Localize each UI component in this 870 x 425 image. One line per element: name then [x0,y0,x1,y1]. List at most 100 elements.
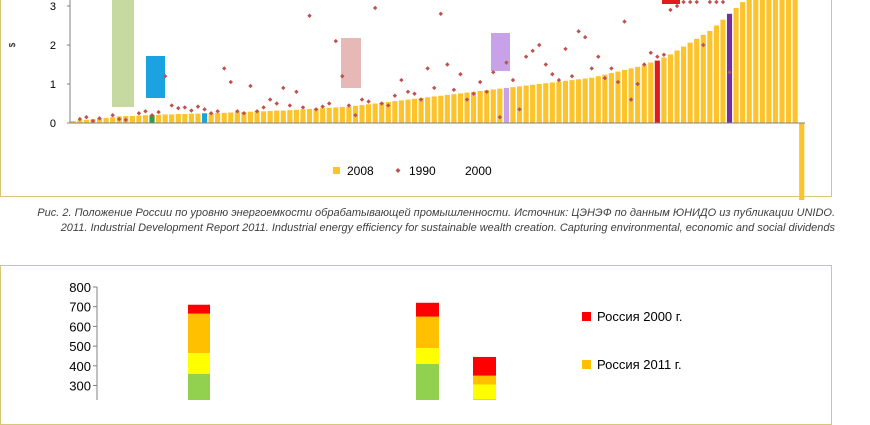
y-tick-label: 700 [69,300,91,315]
bar-2008 [779,0,785,123]
point-1990 [655,54,660,59]
bar-2008 [556,81,562,123]
point-1990 [609,66,614,71]
bar-2008 [201,113,208,123]
bar-2008 [772,0,779,123]
bar-2008 [530,84,536,123]
bar-2008 [740,2,746,124]
point-1990 [241,111,247,116]
stack-segment [473,375,496,385]
point-1990 [432,85,437,91]
bar-2008 [746,0,752,123]
point-1990 [149,113,155,118]
point-1990 [182,105,188,110]
bar-2008 [241,112,247,123]
point-1990 [628,97,634,102]
point-1990 [694,0,699,5]
bar-2008 [136,115,142,123]
stack-segment [188,304,210,314]
bar-2008 [661,57,667,124]
callout-box [341,38,361,88]
bar-2008 [418,98,424,123]
bar-2008 [287,110,293,123]
bar-2008 [667,54,674,123]
y-tick-label: 1 [50,79,56,91]
point-1990 [169,103,174,108]
point-1990 [353,113,358,118]
bar-2008 [293,109,299,123]
point-1990 [596,54,601,59]
bar-2008 [615,71,621,123]
legend-swatch [582,312,591,321]
bar-2008 [444,94,450,123]
bar-2008 [379,102,385,123]
point-1990 [136,111,142,116]
point-1990 [235,109,240,114]
bar-2008 [83,119,89,123]
point-1990 [399,77,404,83]
bar-2008 [156,114,162,123]
stack-segment [188,353,210,374]
point-1990 [569,74,575,79]
bar-2008 [562,80,569,123]
bar-2008 [694,38,700,124]
bar-2008 [306,108,313,123]
bar-2008 [103,117,109,123]
bar-2008 [261,111,267,123]
y-tick-label: 2 [50,40,56,52]
legend-label: Россия 2000 г. [597,309,683,324]
point-1990 [668,7,673,13]
bar-2008 [681,46,687,124]
point-1990 [589,66,594,71]
stack-segment [416,302,439,317]
bar-2008 [175,114,181,123]
bar-2008 [503,87,509,123]
point-1990 [458,72,463,77]
bar-2008 [759,0,765,123]
point-1990 [189,108,194,113]
bar-2008 [431,96,437,123]
bar-2008 [654,60,660,123]
bar-2008 [280,110,286,123]
point-1990 [635,81,640,87]
bar-2008 [641,65,647,123]
point-1990 [392,93,398,98]
stack-segment [473,356,496,376]
bar-2008 [339,107,345,123]
callout-box [112,0,134,107]
bar-2008 [713,25,719,123]
bar-2008 [110,117,116,123]
stack-segment [416,348,439,364]
point-1990 [622,19,627,24]
legend-swatch-1990 [395,168,401,173]
russia-stacked-chart: 800 700 600 500 400 300 Россия 2000 г. Россия 2… [69,280,683,400]
bar-2008 [182,114,188,123]
bar-2008 [221,112,227,123]
y-tick-label: 3 [50,1,56,13]
callout-box [146,56,165,98]
point-1990 [254,109,260,114]
point-1990 [77,116,83,122]
bar-2008 [792,0,798,123]
bar-2008 [549,82,555,123]
point-1990 [281,85,286,91]
legend-label: 1990 [409,164,436,178]
y-axis-label: $ [8,42,17,47]
bar-2008 [372,103,378,123]
callout-box [491,33,510,71]
bar-2008 [326,107,332,123]
point-1990 [425,66,430,71]
point-1990 [228,79,233,85]
bar-2008 [195,113,201,123]
legend-swatch-2008 [333,167,340,174]
point-1990 [510,77,516,83]
point-1990 [687,0,693,5]
point-1990 [491,70,496,75]
bar-2008 [149,115,155,123]
point-1990 [471,91,476,96]
point-1990 [327,101,332,106]
point-1990 [543,62,548,67]
bar-2008 [753,0,759,123]
bar-2008 [96,118,103,123]
point-1990 [563,46,568,52]
